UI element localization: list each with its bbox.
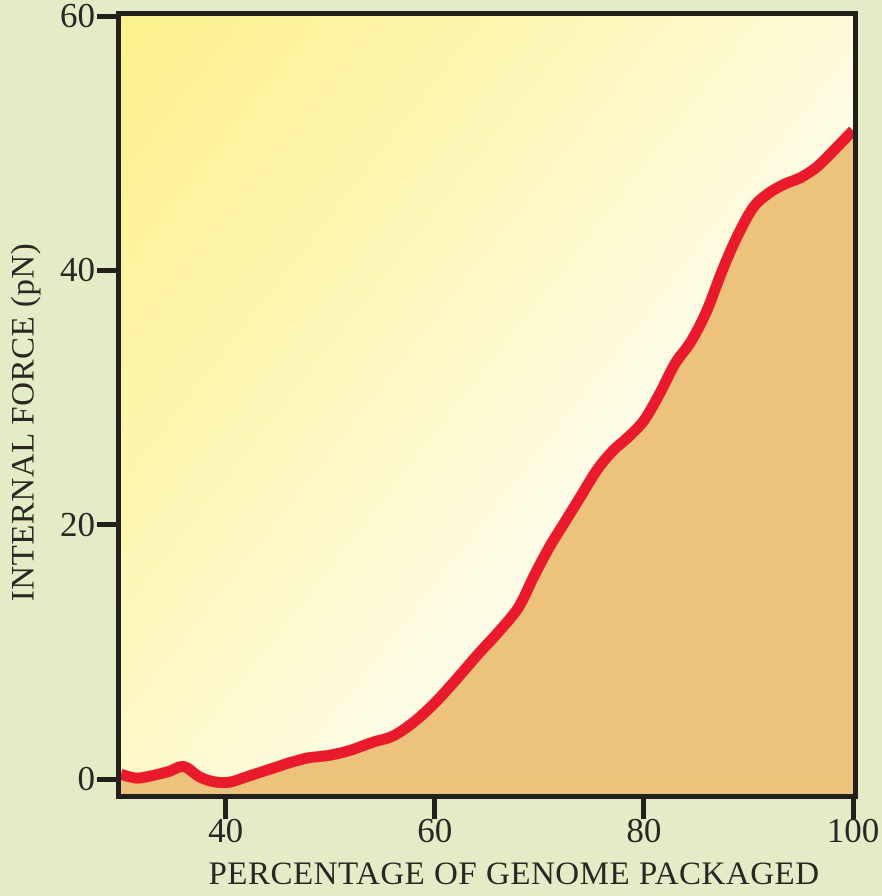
x-tick-40 [223, 799, 229, 819]
y-tick-0 [97, 776, 118, 782]
area-under-curve [121, 130, 853, 794]
x-axis-title: PERCENTAGE OF GENOME PACKAGED [208, 856, 820, 892]
chart-canvas [121, 126, 853, 794]
plot-area [116, 11, 858, 799]
x-tick-100 [850, 799, 856, 819]
x-tick-label-40: 40 [208, 811, 244, 850]
y-axis-title: INTERNAL FORCE (pN) [5, 242, 42, 602]
y-tick-20 [97, 522, 118, 528]
x-tick-60 [432, 799, 438, 819]
y-tick-40 [97, 267, 118, 273]
y-tick-label-20: 20 [60, 504, 95, 544]
x-tick-label-80: 80 [626, 811, 662, 850]
y-tick-label-0: 0 [77, 759, 96, 799]
x-tick-label-60: 60 [417, 811, 453, 850]
x-tick-label-100: 100 [826, 811, 880, 850]
y-tick-60 [97, 13, 118, 19]
x-tick-80 [641, 799, 647, 819]
y-tick-label-40: 40 [60, 250, 95, 290]
y-tick-label-60: 60 [60, 0, 95, 35]
force-curve [121, 126, 853, 789]
